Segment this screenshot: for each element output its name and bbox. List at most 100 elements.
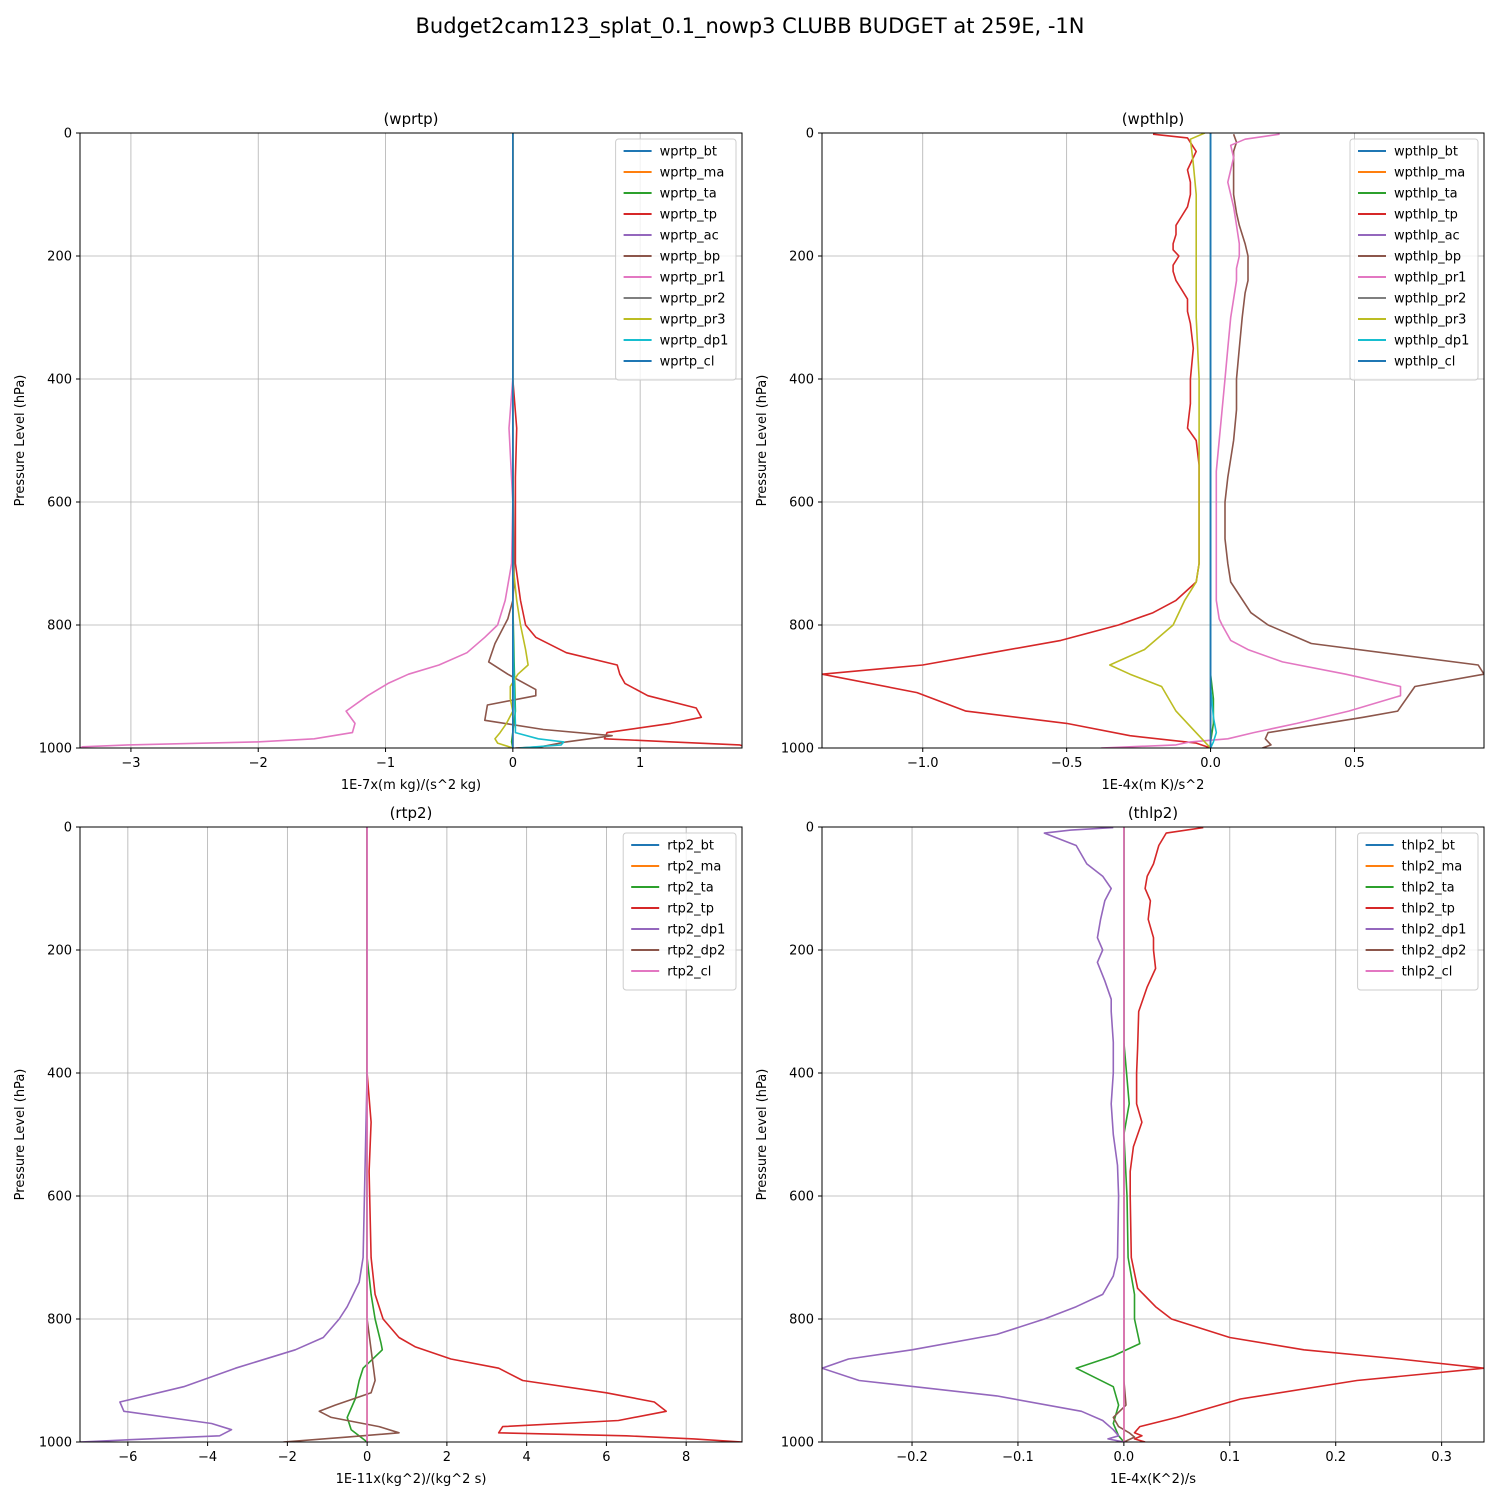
x-tick-label: 0.0 <box>1200 756 1221 771</box>
x-tick-label: 0.5 <box>1344 756 1365 771</box>
x-tick-label: −4 <box>198 1450 217 1465</box>
legend-label: rtp2_bt <box>667 839 714 854</box>
x-tick-label: −0.2 <box>896 1450 928 1465</box>
x-axis-label: 1E-4x(K^2)/s <box>1110 1472 1196 1487</box>
legend-label: wprtp_ta <box>660 187 717 202</box>
legend-label: thlp2_tp <box>1402 902 1455 917</box>
subplot-2: −6 −4 −2 0 2 4 6 8 0 200 400 600 800 1000 (rtp2) 1E-11x… <box>13 804 743 1487</box>
series-group <box>80 827 742 1442</box>
x-tick-label: 0 <box>363 1450 371 1465</box>
subplot-title: (rtp2) <box>390 804 433 822</box>
y-tick-label: 400 <box>47 1067 72 1082</box>
legend-label: wprtp_dp1 <box>660 334 729 349</box>
y-axis-label: Pressure Level (hPa) <box>755 375 770 507</box>
x-tick-label: 0.2 <box>1325 1450 1346 1465</box>
legend-label: wpthlp_cl <box>1394 355 1455 370</box>
series-group <box>822 133 1484 748</box>
y-tick-label: 600 <box>789 496 814 511</box>
series-line-wpthlp_tp <box>822 133 1211 748</box>
legend-label: wpthlp_ac <box>1394 229 1460 244</box>
x-tick-label: 6 <box>602 1450 610 1465</box>
series-line-thlp2_dp1 <box>822 827 1125 1442</box>
legend-label: wpthlp_pr1 <box>1394 271 1466 286</box>
subplot-title: (thlp2) <box>1128 804 1178 822</box>
series-line-thlp2_ta <box>1075 827 1141 1442</box>
series-line-rtp2_ta <box>346 827 384 1442</box>
y-tick-label: 800 <box>789 1313 814 1328</box>
x-axis-label: 1E-7x(m kg)/(s^2 kg) <box>341 778 481 793</box>
y-tick-label: 200 <box>789 250 814 265</box>
y-tick-label: 1000 <box>39 742 72 757</box>
subplot-title: (wpthlp) <box>1122 110 1185 128</box>
legend-label: wprtp_bp <box>660 250 721 265</box>
series-line-wpthlp_pr1 <box>1101 133 1402 748</box>
legend-label: rtp2_ta <box>667 881 714 896</box>
y-tick-label: 800 <box>47 1313 72 1328</box>
y-tick-label: 200 <box>47 944 72 959</box>
legend-label: wprtp_tp <box>660 208 717 223</box>
x-tick-label: 0.1 <box>1219 1450 1240 1465</box>
y-tick-label: 1000 <box>39 1436 72 1451</box>
legend-label: wpthlp_ma <box>1394 166 1465 181</box>
legend-label: thlp2_dp2 <box>1402 944 1467 959</box>
subplot-title: (wprtp) <box>383 110 438 128</box>
series-group <box>822 827 1484 1442</box>
y-tick-label: 0 <box>64 127 72 142</box>
legend-label: rtp2_tp <box>667 902 714 917</box>
series-line-wpthlp_pr3 <box>1109 133 1212 748</box>
x-tick-label: 8 <box>682 1450 690 1465</box>
y-tick-label: 800 <box>47 619 72 634</box>
plot-frame <box>821 826 1485 1443</box>
x-tick-label: −1 <box>376 756 395 771</box>
x-tick-label: −6 <box>118 1450 137 1465</box>
legend: wpthlp_bt wpthlp_ma wpthlp_ta wpthlp_tpwpth… <box>1349 138 1479 381</box>
legend-label: wprtp_pr2 <box>660 292 726 307</box>
y-tick-label: 0 <box>806 127 814 142</box>
legend-label: wprtp_pr3 <box>660 313 726 328</box>
y-tick-label: 1000 <box>781 742 814 757</box>
y-tick-label: 800 <box>789 619 814 634</box>
legend-label: wprtp_ma <box>660 166 725 181</box>
y-tick-label: 400 <box>47 373 72 388</box>
legend-label: wpthlp_pr2 <box>1394 292 1466 307</box>
legend: wprtp_bt wprtp_ma wprtp_ta wprtp_tp wprtp_ac… <box>615 138 737 381</box>
legend-label: wprtp_ac <box>660 229 719 244</box>
series-line-wprtp_pr1 <box>80 133 514 748</box>
y-tick-label: 200 <box>789 944 814 959</box>
series-line-wprtp_pr3 <box>494 133 529 748</box>
legend-label: wprtp_bt <box>660 145 717 160</box>
subplot-3: −0.2 −0.1 0.0 0.1 0.2 0.3 0 200 400 600 800 1000 (th… <box>755 804 1485 1487</box>
series-group <box>80 133 742 748</box>
y-tick-label: 200 <box>47 250 72 265</box>
legend-label: wpthlp_bt <box>1394 145 1458 160</box>
legend-label: thlp2_bt <box>1402 839 1455 854</box>
y-tick-label: 1000 <box>781 1436 814 1451</box>
y-axis-label: Pressure Level (hPa) <box>13 375 28 507</box>
legend-label: wpthlp_bp <box>1394 250 1461 265</box>
x-tick-label: −2 <box>249 756 268 771</box>
subplot-0: −3 −2 −1 0 1 0 200 400 600 800 1000 (wprtp) 1E-7x(m … <box>13 110 743 793</box>
series-line-wpthlp_bp <box>1224 133 1484 748</box>
y-tick-label: 400 <box>789 1067 814 1082</box>
legend-label: wpthlp_tp <box>1394 208 1458 223</box>
y-tick-label: 400 <box>789 373 814 388</box>
plot-frame <box>79 132 743 749</box>
legend-label: rtp2_dp1 <box>667 923 725 938</box>
x-axis-label: 1E-11x(kg^2)/(kg^2 s) <box>336 1472 487 1487</box>
x-tick-label: −0.1 <box>1002 1450 1034 1465</box>
series-line-rtp2_dp1 <box>80 827 368 1442</box>
x-tick-label: −2 <box>278 1450 297 1465</box>
legend-label: wpthlp_pr3 <box>1394 313 1466 328</box>
series-line-wpthlp_dp1 <box>1209 133 1218 748</box>
legend-label: wprtp_cl <box>660 355 715 370</box>
legend-label: thlp2_ma <box>1402 860 1463 875</box>
x-tick-label: −0.5 <box>1051 756 1083 771</box>
x-tick-label: 0 <box>509 756 517 771</box>
y-tick-label: 600 <box>47 1190 72 1205</box>
x-tick-label: 2 <box>443 1450 451 1465</box>
y-tick-label: 0 <box>64 821 72 836</box>
y-tick-label: 0 <box>806 821 814 836</box>
legend-label: wpthlp_ta <box>1394 187 1458 202</box>
x-tick-label: 4 <box>523 1450 531 1465</box>
x-axis-label: 1E-4x(m K)/s^2 <box>1102 778 1205 793</box>
